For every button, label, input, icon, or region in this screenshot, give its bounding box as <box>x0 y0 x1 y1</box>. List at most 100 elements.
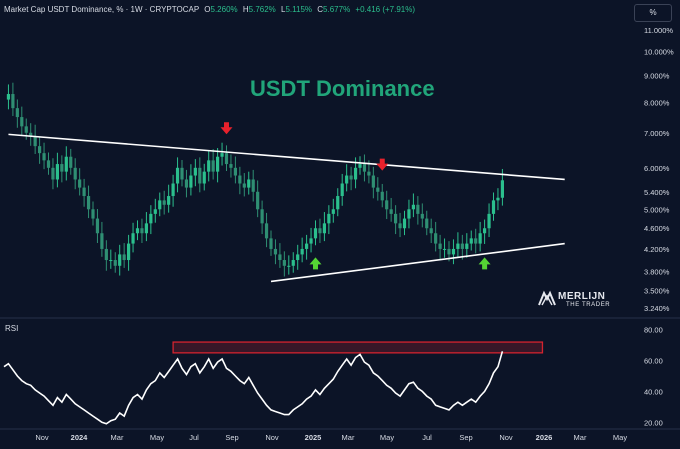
price-tick-label: 3.240% <box>644 304 670 313</box>
candle-body <box>229 164 233 168</box>
time-tick-label: 2024 <box>71 433 89 442</box>
candle-body <box>55 164 59 180</box>
low-value: 5.115% <box>285 5 313 14</box>
high-label: H <box>242 5 249 14</box>
candle-body <box>478 233 482 244</box>
candle-body <box>278 254 282 261</box>
time-tick-label: Mar <box>111 433 124 442</box>
candle-body <box>442 248 447 250</box>
price-tick-label: 5.000% <box>644 205 670 214</box>
green-up-arrow-icon <box>309 257 322 270</box>
time-tick-label: Nov <box>499 433 513 442</box>
time-tick-label: Nov <box>265 433 279 442</box>
candle-body <box>260 209 264 224</box>
close-label: C <box>317 5 324 14</box>
candle-body <box>287 265 291 267</box>
candle-body <box>385 200 389 210</box>
time-tick-label: Sep <box>225 433 238 442</box>
low-label: L <box>281 5 286 14</box>
price-tick-label: 4.200% <box>644 245 670 254</box>
candle-body <box>340 183 344 197</box>
candle-body <box>224 153 229 165</box>
candle-body <box>420 213 424 219</box>
candle-body <box>42 153 46 161</box>
candle-body <box>358 164 362 168</box>
price-tick-label: 3.800% <box>644 268 670 277</box>
price-tick-label: 8.000% <box>644 98 670 107</box>
candle-body <box>394 213 398 224</box>
candle-body <box>309 238 313 244</box>
candle-body <box>233 167 237 176</box>
candle-body <box>451 248 456 255</box>
price-tick-label: 9.000% <box>644 72 670 81</box>
rsi-line <box>3 351 504 425</box>
candle-body <box>496 197 500 201</box>
time-tick-label: 2025 <box>305 433 322 442</box>
candle-body <box>127 243 131 261</box>
symbol-label[interactable]: Market Cap USDT Dominance, % · 1W · CRYP… <box>4 5 200 14</box>
candle-body <box>29 132 33 137</box>
candle-body <box>64 156 68 172</box>
candle-body <box>264 223 269 239</box>
candle-body <box>434 233 438 244</box>
candle-body <box>122 254 126 261</box>
merlijn-logo-icon <box>538 290 556 306</box>
candle-body <box>86 196 91 210</box>
chart-header: Market Cap USDT Dominance, % · 1W · CRYP… <box>4 5 415 14</box>
watermark-line2: THE TRADER <box>566 302 611 308</box>
candle-body <box>171 183 175 197</box>
candle-body <box>113 260 117 266</box>
candle-body <box>305 243 309 249</box>
candle-body <box>202 171 206 184</box>
candle-body <box>296 254 300 261</box>
close-value: 5.677% <box>323 5 351 14</box>
candle-body <box>367 171 371 176</box>
candle-body <box>24 126 28 133</box>
rsi-overbought-box <box>172 341 544 354</box>
candle-body <box>180 167 184 180</box>
candle-body <box>411 204 415 210</box>
rsi-label[interactable]: RSI <box>5 324 19 333</box>
time-tick-label: Jul <box>422 433 432 442</box>
candle-body <box>460 243 464 249</box>
time-tick-label: May <box>613 433 627 442</box>
red-down-arrow-icon <box>376 158 389 171</box>
candle-body <box>60 164 64 172</box>
candle-body <box>118 254 122 266</box>
candle-body <box>238 175 242 184</box>
trendline-upper <box>8 133 565 181</box>
candle-body <box>447 248 451 255</box>
candle-body <box>429 228 433 234</box>
candle-body <box>345 175 349 184</box>
candle-body <box>269 238 273 249</box>
candle-body <box>109 260 113 262</box>
candle-body <box>318 228 322 234</box>
candle-body <box>474 238 478 244</box>
candle-body <box>211 160 215 172</box>
candle-body <box>140 228 144 234</box>
price-tick-label: 11.000% <box>644 26 673 35</box>
chart-title: USDT Dominance <box>250 76 435 101</box>
candle-body <box>247 179 251 188</box>
time-tick-label: Jul <box>189 433 199 442</box>
candle-body <box>456 243 460 249</box>
open-value: 5.260% <box>210 5 238 14</box>
percent-scale-button[interactable]: % <box>634 4 672 22</box>
candle-body <box>33 136 37 147</box>
candle-body <box>353 167 358 180</box>
candle-body <box>416 204 420 214</box>
candle-body <box>15 108 19 118</box>
candle-body <box>407 209 411 219</box>
rsi-tick-label: 80.00 <box>644 326 663 335</box>
candle-body <box>149 213 153 224</box>
candle-body <box>402 218 407 229</box>
candle-body <box>207 160 211 172</box>
candle-body <box>300 248 304 255</box>
time-tick-label: Mar <box>574 433 587 442</box>
rsi-tick-label: 40.00 <box>644 387 663 396</box>
price-tick-label: 10.000% <box>644 48 674 57</box>
change-value: +0.416 (+7.91%) <box>355 5 416 14</box>
candle-body <box>158 200 162 210</box>
